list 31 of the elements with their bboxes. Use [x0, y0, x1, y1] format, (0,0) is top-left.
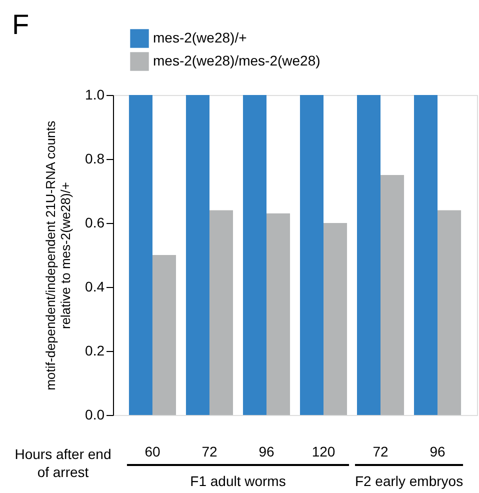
- y-tick-label: 0.8: [85, 150, 105, 166]
- bar: [324, 223, 348, 415]
- y-tick-label: 0.2: [85, 342, 105, 358]
- text: F2 early embryos: [354, 473, 464, 489]
- text: F1 adult worms: [190, 473, 286, 489]
- bar: [266, 213, 290, 415]
- y-tick-label: 1.0: [85, 86, 105, 102]
- x-tick-label: 96: [258, 444, 274, 460]
- y-tick-label: 0.6: [85, 214, 105, 230]
- bar: [128, 95, 152, 415]
- x-tick-label: 120: [312, 444, 336, 460]
- legend-label: mes-2(we28)/mes-2(we28): [153, 52, 320, 68]
- bar: [209, 210, 234, 415]
- chart-title: F: [12, 9, 30, 40]
- bar: [356, 95, 381, 415]
- y-tick-label: 0.4: [85, 278, 105, 294]
- legend-label: mes-2(we28)/+: [153, 30, 247, 46]
- bar: [186, 95, 210, 415]
- x-tick-label: 72: [202, 444, 218, 460]
- bar: [300, 95, 324, 415]
- bar: [242, 95, 266, 415]
- x-tick-label: 60: [144, 444, 160, 460]
- bar: [438, 210, 462, 415]
- y-tick-label: 0.0: [85, 406, 105, 422]
- x-tick-label: 96: [430, 444, 446, 460]
- x-tick-label: 72: [372, 444, 389, 460]
- x-axis-title: Hours after end of arrest: [14, 446, 112, 480]
- bar: [380, 175, 404, 415]
- y-axis-title: motif-dependent/independent 21U-RNA counts relative to mes-2(we28)/+: [43, 120, 74, 390]
- bar: [152, 255, 176, 415]
- bar: [414, 95, 438, 415]
